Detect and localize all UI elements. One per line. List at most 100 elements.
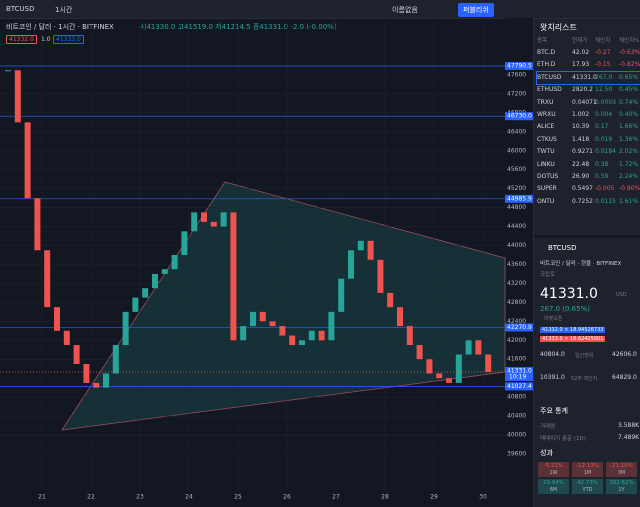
- y-tick-label: 43200: [507, 280, 526, 287]
- last-price-time: 10:19: [509, 373, 526, 380]
- cell: -0.90%: [619, 185, 640, 193]
- year-high: 64829.0: [612, 374, 637, 381]
- candle: [475, 340, 482, 355]
- perf-value: 42.73%: [577, 480, 598, 486]
- candle: [191, 212, 198, 232]
- candle: [416, 345, 423, 360]
- y-tick-label: 44800: [507, 204, 526, 211]
- candle: [308, 330, 315, 341]
- y-tick-label: 47200: [507, 90, 526, 97]
- y-tick-label: 44000: [507, 242, 526, 249]
- toolbar: BTCUSD 1시간 이름없음 퍼블리쉬: [0, 0, 640, 19]
- watchlist-row[interactable]: CTKUS 1.418 0.019 1.36%: [537, 134, 640, 146]
- interval[interactable]: 1시간: [55, 6, 73, 14]
- y-tick-label: 42800: [507, 299, 526, 306]
- candle: [14, 70, 21, 123]
- column-header: 현재가: [572, 38, 588, 44]
- candle: [73, 345, 80, 364]
- cell: 2.02%: [619, 148, 639, 156]
- price-chart: 4760047200468004640046000456004520044800…: [0, 18, 533, 507]
- candle: [269, 321, 276, 327]
- cell: -0.27: [595, 49, 611, 56]
- candle: [93, 382, 100, 388]
- cell: 0.45%: [619, 86, 639, 94]
- candle: [201, 212, 207, 222]
- perf-period: 1W: [549, 470, 558, 476]
- watchlist-row[interactable]: LINKU 22.48 0.38 1.72%: [537, 159, 640, 171]
- performance-cell: -5.21% 1W: [538, 462, 569, 477]
- y-tick-label: 42400: [507, 318, 526, 325]
- cell: 0.0003: [595, 98, 616, 106]
- layout-name[interactable]: 이름없음: [392, 6, 418, 14]
- last-price-label: 41331.0: [507, 367, 532, 374]
- y-tick-label: 40000: [507, 432, 526, 439]
- performance-cell: 42.73% YTD: [572, 479, 603, 494]
- watchlist-row[interactable]: BTCUSD 41331.0 267.0 0.65%: [536, 70, 640, 85]
- turnover-label: 매매치지 총출 (1D): [540, 436, 586, 442]
- candle: [112, 345, 119, 374]
- cell: 0.04071: [572, 98, 597, 106]
- y-tick-label: 42000: [507, 337, 526, 344]
- price-line-label: 46730.0: [507, 113, 532, 120]
- x-tick-label: 21: [38, 494, 46, 501]
- cell: 0.40%: [619, 111, 639, 118]
- watchlist-row[interactable]: ETH.D 17.93 -0.15 -0.82%: [537, 59, 640, 71]
- candle: [161, 269, 168, 274]
- turnover: 7.489K: [618, 434, 640, 441]
- candle: [5, 70, 11, 72]
- price-line-tag: [505, 382, 533, 391]
- ask-box[interactable]: 41333.0: [53, 35, 84, 44]
- candle: [34, 198, 41, 251]
- column-header: 체인지: [595, 38, 611, 44]
- symbol-search[interactable]: BTCUSD: [6, 5, 35, 13]
- watchlist-row[interactable]: TRXU 0.04071 0.0003 0.74%: [537, 97, 640, 109]
- cell: WRXU: [537, 111, 556, 118]
- perf-period: YTD: [582, 487, 593, 493]
- y-tick-label: 46400: [507, 128, 526, 135]
- candle: [122, 311, 129, 346]
- price-line-tag: [505, 61, 533, 70]
- candle: [446, 378, 452, 383]
- cell: 0.17: [595, 123, 609, 131]
- cell: 2820.2: [572, 86, 593, 94]
- price-axis: [505, 18, 533, 507]
- candle: [426, 359, 433, 374]
- candle: [171, 255, 178, 270]
- candle: [465, 340, 472, 355]
- watchlist-row[interactable]: SUPER 0.5497 -0.005 -0.90%: [537, 183, 640, 195]
- perf-value: -21.10%: [610, 463, 633, 469]
- cell: 0.004: [595, 111, 613, 118]
- cell: 0.9271: [572, 148, 593, 156]
- currency: USD: [616, 292, 627, 298]
- watchlist-row[interactable]: TWTU 0.9271 0.0184 2.02%: [537, 146, 640, 158]
- candle: [377, 259, 384, 293]
- cell: 0.7252: [572, 197, 593, 205]
- bid-box[interactable]: 41332.0: [6, 35, 37, 44]
- column-header: 종목: [537, 38, 548, 44]
- watchlist-row[interactable]: ALICE 10.39 0.17 1.66%: [537, 121, 640, 133]
- cell: 2.24%: [619, 173, 639, 180]
- y-tick-label: 46000: [507, 147, 526, 154]
- cell: 26.90: [572, 173, 590, 180]
- candle: [338, 278, 345, 312]
- cell: TWTU: [537, 148, 555, 156]
- watchlist-row[interactable]: WRXU 1.002 0.004 0.40%: [537, 109, 640, 121]
- stats-title: 주요 통계: [540, 407, 568, 415]
- watchlist-row[interactable]: ETHUSD 2820.2 12.50 0.45%: [537, 84, 640, 96]
- category: 크립토: [540, 272, 556, 278]
- cell: ETH.D: [537, 61, 556, 69]
- cell: -0.005: [595, 185, 615, 193]
- candle: [318, 330, 325, 341]
- y-tick-label: 45200: [507, 185, 526, 192]
- perf-period: 6M: [549, 487, 558, 493]
- performance-cell: 282.62% 1Y: [606, 479, 637, 494]
- cell: 10.39: [572, 123, 590, 131]
- performance-cell: 29.94% 6M: [538, 479, 569, 494]
- watchlist-row[interactable]: BTC.D 42.02 -0.27 -0.63%: [537, 47, 640, 59]
- publish-button[interactable]: 퍼블리쉬: [458, 3, 494, 17]
- watchlist-row[interactable]: DOTUS 26.90 0.59 2.24%: [537, 171, 640, 183]
- cell: 17.93: [572, 61, 590, 69]
- cell: 0.019: [595, 135, 613, 143]
- watchlist-row[interactable]: ONTU 0.7252 0.0115 1.61%: [537, 196, 640, 208]
- cell: 12.50: [595, 86, 613, 94]
